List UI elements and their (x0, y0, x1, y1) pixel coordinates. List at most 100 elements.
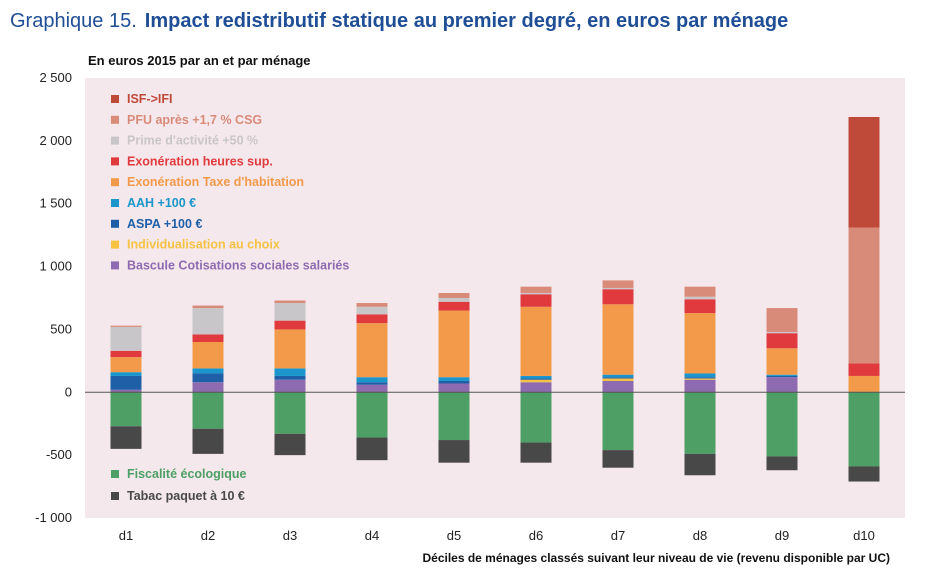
legend-entry: Fiscalité écologique (127, 467, 247, 481)
bar-d10-tabac-paquet-a-10 (848, 466, 880, 482)
bar-d3-exoneration-heures-sup (274, 320, 306, 330)
y-axis: -1 000 -500 0 500 1 000 1 500 2 000 2 500 (35, 70, 72, 525)
bar-d1-prime-d-activite-50 (110, 326, 142, 351)
x-tick-label: d8 (693, 528, 707, 543)
bar-d6-individualisation-au-choix (520, 379, 552, 383)
bar-d4-aspa-100 (356, 382, 388, 385)
bar-d10-fiscalite-ecologique (848, 392, 880, 467)
bar-d8-prime-d-activite-50 (684, 296, 716, 300)
y-tick-label: 1 000 (39, 259, 72, 274)
bar-d1-fiscalite-ecologique (110, 392, 142, 427)
bar-d8-exoneration-heures-sup (684, 299, 716, 314)
bar-d5-fiscalite-ecologique (438, 392, 470, 441)
bar-d7-pfu-apres-1-7-csg (602, 280, 634, 288)
bar-d5-exoneration-heures-sup (438, 301, 470, 311)
legend-swatch (111, 178, 119, 187)
y-tick-label: 2 000 (39, 133, 72, 148)
bar-d9-bascule-cotisations-sociales-salaries (766, 377, 798, 393)
bar-d6-pfu-apres-1-7-csg (520, 286, 552, 293)
bar-d8-exoneration-taxe-d-habitation (684, 313, 716, 374)
bar-d10-exoneration-taxe-d-habitation (848, 375, 880, 393)
bar-d2-fiscalite-ecologique (192, 392, 224, 429)
bar-d7-fiscalite-ecologique (602, 392, 634, 451)
bar-d1-pfu-apres-1-7-csg (110, 325, 142, 327)
bar-d9-tabac-paquet-a-10 (766, 456, 798, 471)
bar-d4-tabac-paquet-a-10 (356, 437, 388, 461)
legend-swatch (111, 157, 119, 166)
bar-d6-prime-d-activite-50 (520, 292, 552, 295)
bar-d3-exoneration-taxe-d-habitation (274, 329, 306, 369)
bar-d7-aspa-100 (602, 377, 634, 379)
figure-title: Impact redistributif statique au premier… (144, 10, 789, 32)
y-tick-label: 0 (65, 384, 72, 399)
y-tick-label: -1 000 (35, 510, 72, 525)
bar-d6-aah-100 (520, 375, 552, 379)
legend-entry: Tabac paquet à 10 € (127, 489, 245, 503)
bar-d4-prime-d-activite-50 (356, 306, 388, 315)
bar-d6-fiscalite-ecologique (520, 392, 552, 443)
bar-d5-tabac-paquet-a-10 (438, 440, 470, 463)
bar-d1-exoneration-heures-sup (110, 350, 142, 358)
bar-d4-pfu-apres-1-7-csg (356, 303, 388, 307)
x-tick-label: d3 (283, 528, 297, 543)
bar-d9-exoneration-taxe-d-habitation (766, 348, 798, 375)
bar-d5-pfu-apres-1-7-csg (438, 292, 470, 298)
bar-d2-tabac-paquet-a-10 (192, 428, 224, 454)
bar-d9-aah-100 (766, 374, 798, 376)
x-axis-label: Déciles de ménages classés suivant leur … (422, 551, 890, 565)
legend-entry: Individualisation au choix (127, 238, 280, 252)
bar-d9-prime-d-activite-50 (766, 331, 798, 334)
bar-d8-aspa-100 (684, 377, 716, 379)
x-tick-label: d1 (119, 528, 133, 543)
legend-swatch (111, 470, 119, 478)
x-tick-label: d10 (853, 528, 875, 543)
bar-d3-prime-d-activite-50 (274, 303, 306, 321)
y-tick-label: 2 500 (39, 70, 72, 85)
bar-d9-pfu-apres-1-7-csg (766, 308, 798, 332)
bar-d5-exoneration-taxe-d-habitation (438, 310, 470, 378)
legend-entry: ASPA +100 € (127, 217, 202, 231)
bar-d9-fiscalite-ecologique (766, 392, 798, 457)
bar-d5-aah-100 (438, 377, 470, 381)
legend-entry: ISF->IFI (127, 92, 173, 106)
bar-d8-individualisation-au-choix (684, 378, 716, 380)
bar-d1-bascule-cotisations-sociales-salaries (110, 389, 142, 393)
bar-d10-isf-ifi (848, 116, 880, 228)
bar-d2-aah-100 (192, 368, 224, 374)
legend: ISF->IFI PFU après +1,7 % CSG Prime d'acti… (111, 92, 349, 503)
bar-d6-tabac-paquet-a-10 (520, 442, 552, 463)
bar-d2-exoneration-heures-sup (192, 334, 224, 342)
x-axis: d1 d2 d3 d4 d5 d6 d7 d8 d9 d10 (119, 528, 875, 543)
bar-d1-aah-100 (110, 372, 142, 376)
bar-d6-aspa-100 (520, 378, 552, 380)
y-tick-label: -500 (46, 447, 72, 462)
x-tick-label: d9 (775, 528, 789, 543)
bar-d7-individualisation-au-choix (602, 378, 634, 381)
bar-d5-aspa-100 (438, 380, 470, 384)
bar-d7-aah-100 (602, 374, 634, 378)
bar-d2-aspa-100 (192, 373, 224, 383)
bar-d2-exoneration-taxe-d-habitation (192, 342, 224, 369)
bar-d5-prime-d-activite-50 (438, 298, 470, 302)
legend-entry: Prime d'activité +50 % (127, 134, 258, 148)
legend-entry: Exonération heures sup. (127, 154, 273, 168)
bar-d4-fiscalite-ecologique (356, 392, 388, 438)
bar-d3-aah-100 (274, 368, 306, 376)
legend-swatch (111, 199, 119, 207)
chart-title: Graphique 15. Impact redistributif statiq… (10, 10, 788, 33)
figure-number: Graphique 15. (10, 10, 137, 32)
bar-d8-pfu-apres-1-7-csg (684, 286, 716, 297)
bar-d9-aspa-100 (766, 375, 798, 378)
legend-swatch (111, 492, 119, 500)
bar-d8-bascule-cotisations-sociales-salaries (684, 379, 716, 393)
bar-d10-exoneration-heures-sup (848, 363, 880, 376)
bar-d8-fiscalite-ecologique (684, 392, 716, 454)
bar-d4-bascule-cotisations-sociales-salaries (356, 384, 388, 393)
bar-d2-pfu-apres-1-7-csg (192, 305, 224, 309)
bar-d3-fiscalite-ecologique (274, 392, 306, 434)
legend-entry: Exonération Taxe d'habitation (127, 175, 304, 189)
x-tick-label: d2 (201, 528, 215, 543)
bar-d3-tabac-paquet-a-10 (274, 433, 306, 456)
legend-swatch (111, 95, 119, 103)
